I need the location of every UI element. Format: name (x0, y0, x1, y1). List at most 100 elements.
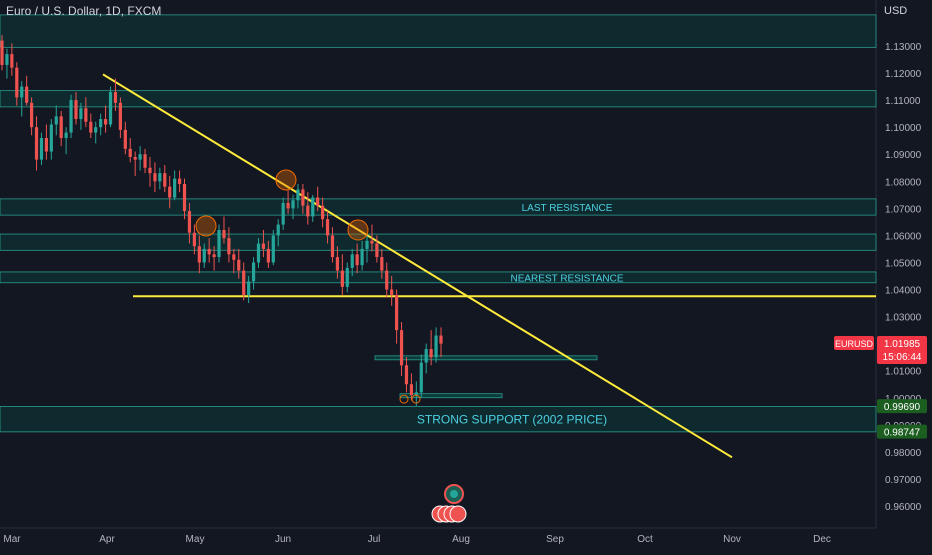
candle (74, 92, 78, 125)
candle-body (49, 124, 53, 152)
x-tick-label: Mar (3, 534, 21, 545)
candle-body (301, 189, 305, 206)
candle (311, 194, 315, 222)
x-tick-label: Jun (275, 534, 291, 545)
candle (153, 162, 157, 193)
candle (286, 189, 290, 214)
candle (251, 257, 256, 290)
candle-body (380, 257, 384, 271)
candle (242, 262, 246, 301)
candle-body (414, 392, 418, 396)
swing-high-marker (347, 219, 369, 241)
candle (281, 197, 285, 230)
candle (148, 156, 152, 187)
candle (158, 167, 162, 190)
candle-body (69, 100, 73, 133)
candle-body (59, 116, 63, 138)
candle (217, 224, 221, 263)
candle-body (118, 102, 122, 130)
candle-body (395, 294, 399, 331)
candle-body (29, 102, 34, 128)
candle-body (306, 205, 310, 217)
candle (390, 276, 394, 306)
candle (419, 354, 423, 398)
candle (108, 86, 113, 128)
candle (25, 75, 29, 106)
candle-body (79, 108, 83, 120)
candle-body (128, 148, 132, 157)
level-price: 0.98747 (884, 428, 921, 439)
candle-body (330, 235, 335, 258)
candle (404, 357, 409, 393)
level-price-tag (877, 399, 927, 414)
candle-body (217, 230, 221, 258)
candle-body (232, 254, 236, 260)
candle (237, 248, 241, 279)
candle-body (202, 248, 206, 263)
zone-2 (0, 198, 877, 216)
candle-body (25, 86, 29, 103)
candle-body (404, 365, 409, 385)
candle (355, 243, 359, 274)
candle (197, 235, 201, 274)
candle-body (138, 154, 142, 160)
candle (306, 192, 310, 225)
candle (409, 373, 414, 401)
candle-body (296, 189, 300, 201)
zone-label: NEAREST RESISTANCE (511, 273, 624, 284)
candle-body (439, 335, 443, 344)
candle (424, 343, 428, 374)
candle (182, 178, 187, 220)
candle (133, 151, 137, 176)
candle-body (271, 235, 275, 263)
candle (118, 97, 122, 138)
candle (123, 121, 127, 155)
x-tick-label: Dec (813, 534, 831, 545)
candle-body (187, 211, 192, 233)
candle (330, 227, 335, 263)
candle-body (99, 119, 103, 128)
candle (434, 327, 438, 363)
candle-body (103, 119, 108, 125)
y-tick-label: 1.07000 (885, 204, 922, 215)
y-tick-label: 0.97000 (885, 475, 922, 486)
candle (5, 48, 9, 79)
candle (207, 238, 211, 263)
candle (0, 35, 4, 71)
y-tick-label: 0.96000 (885, 502, 922, 513)
candle-body (321, 205, 325, 220)
candle-body (192, 232, 196, 247)
candle-body (74, 100, 78, 120)
candle-body (434, 335, 438, 358)
candle (350, 248, 354, 276)
candle (138, 146, 142, 171)
candle-body (251, 262, 256, 282)
candle-body (266, 248, 270, 263)
candle (168, 175, 172, 209)
y-tick-label: 1.09000 (885, 150, 922, 161)
candle-body (242, 270, 246, 295)
candle-body (143, 154, 147, 168)
candle-body (54, 116, 58, 125)
candle-body (276, 224, 280, 236)
current-price: 1.01985 (884, 339, 921, 350)
candle (375, 235, 379, 263)
candle-body (0, 40, 4, 65)
candle-body (168, 186, 172, 198)
candle (212, 246, 216, 271)
level-price: 0.99690 (884, 402, 921, 413)
candle (187, 202, 192, 244)
swing-high-marker (275, 169, 297, 191)
candle (54, 105, 58, 136)
candle-body (370, 240, 374, 244)
candle (325, 211, 330, 244)
candle (173, 170, 177, 201)
candle (276, 219, 280, 247)
candle-body (39, 138, 44, 160)
candle (247, 276, 251, 304)
y-tick-label: 1.06000 (885, 231, 922, 242)
symbol-tag-label: EURUSD (835, 339, 874, 349)
candle-body (148, 167, 152, 174)
